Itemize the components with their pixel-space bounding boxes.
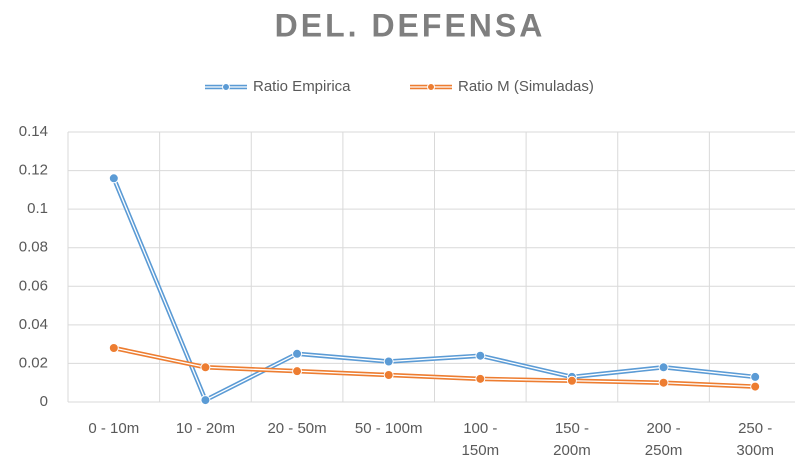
point <box>750 371 761 382</box>
point <box>566 375 577 386</box>
x-tick-label: 100 - 150m <box>461 420 500 459</box>
point <box>200 395 211 406</box>
point <box>200 362 211 373</box>
x-tick-label: 200 - 250m <box>644 420 683 459</box>
legend-marker <box>427 83 435 91</box>
y-tick-label: 0 <box>40 393 48 410</box>
x-tick-label: 0 - 10m <box>88 420 140 437</box>
point <box>292 366 303 377</box>
legend-label: Ratio M (Simuladas) <box>458 78 594 95</box>
point <box>475 350 486 361</box>
legend-label: Ratio Empirica <box>253 78 351 95</box>
point <box>383 356 394 367</box>
chart-title: DEL. DEFENSA <box>275 7 546 43</box>
y-tick-label: 0.04 <box>19 316 48 333</box>
x-tick-label: 150 - 200m <box>553 420 591 459</box>
y-tick-label: 0.1 <box>27 200 48 217</box>
point <box>292 348 303 359</box>
y-tick-label: 0.08 <box>19 239 48 256</box>
point <box>658 362 669 373</box>
point <box>108 343 119 353</box>
point <box>108 173 119 184</box>
x-tick-label: 10 - 20m <box>175 420 236 437</box>
point <box>383 370 394 380</box>
x-tick-label: 50 - 100m <box>354 420 423 437</box>
y-tick-label: 0.12 <box>19 162 48 179</box>
x-tick-label: 250 - 300m <box>736 420 774 459</box>
legend-marker <box>222 83 230 91</box>
series-line-inner <box>113 178 756 401</box>
point <box>475 373 486 384</box>
point <box>658 377 669 388</box>
y-tick-label: 0.02 <box>19 354 48 371</box>
point <box>750 381 761 392</box>
y-tick-label: 0.06 <box>19 277 48 294</box>
series-line-inner <box>113 347 756 388</box>
x-tick-label: 20 - 50m <box>267 420 327 437</box>
y-tick-label: 0.14 <box>19 123 48 140</box>
